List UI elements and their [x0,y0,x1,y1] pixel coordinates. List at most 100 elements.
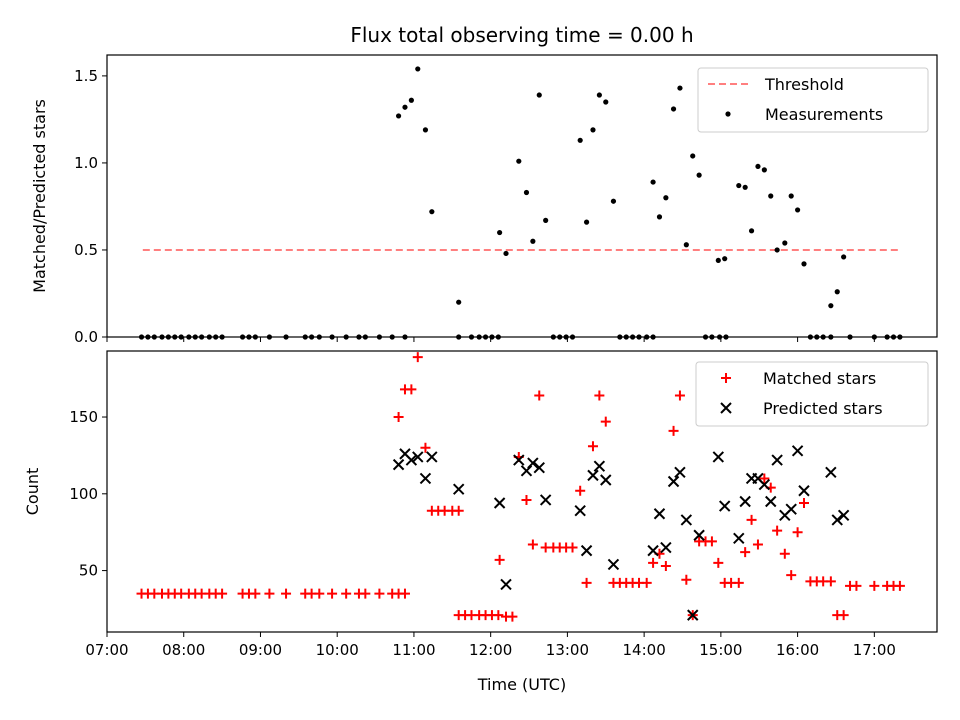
matched-stars-point [420,442,431,453]
matched-stars-point [567,542,578,553]
matched-stars-point [521,494,532,505]
measurements-point [690,153,696,159]
matched-stars-point [507,611,518,622]
x-tick-label: 12:00 [469,641,512,659]
measurements-point [742,184,748,190]
measurements-point [656,214,663,220]
predicted-stars-point [680,514,693,526]
x-tick-label: 17:00 [853,641,896,659]
y-tick-label: 150 [69,408,98,426]
matched-stars-point [772,525,783,536]
measurements-point [834,289,840,295]
matched-stars-point [281,588,292,599]
ratio-panel: 0.0 0.5 1.0 1.5 Matched/Predicted stars Thr… [30,54,938,346]
predicted-stars-point [674,466,686,479]
matched-stars-point [399,588,410,599]
count-panel-marks [136,352,905,622]
ratio-panel-ylabel: Matched/Predicted stars [30,99,49,293]
predicted-stars-point [392,458,405,471]
measurements-point [497,229,503,236]
measurements-point [603,99,609,105]
predicted-stars-point [771,454,783,466]
matched-stars-point [792,527,803,538]
matched-stars-point [264,588,275,599]
predicted-stars-point [513,454,525,466]
count-panel-axes: 07:00 08:00 09:00 10:00 11:00 12:00 13:00 14:00… [69,408,896,659]
matched-stars-point [759,473,770,484]
predicted-stars-point [667,475,680,488]
predicted-stars-point [837,509,850,522]
predicted-stars-point [758,478,771,491]
matched-stars-point [341,588,352,599]
x-tick-label: 08:00 [162,641,205,659]
matched-stars-point [360,588,371,599]
predicted-stars-point [825,466,837,479]
measurements-point [748,228,755,234]
matched-stars-point [587,441,598,452]
matched-stars-point [786,570,797,581]
y-tick-label: 0.5 [74,241,98,259]
predicted-stars-point [593,460,606,472]
legend-box [695,361,929,427]
measurements-point [596,92,602,98]
predicted-stars-point [500,578,512,591]
matched-stars-point [798,498,809,509]
matched-stars-point [681,574,692,585]
y-tick-label: 100 [69,485,98,503]
x-tick-label: 10:00 [316,641,359,659]
matched-stars-point [869,580,880,591]
x-tick-label: 14:00 [623,641,666,659]
measurements-point [610,198,617,204]
predicted-stars-point [798,485,810,497]
matched-stars-legend-swatch [721,373,731,383]
matched-stars-point [314,588,325,599]
measurements-point [422,127,429,133]
count-panel-frame [106,350,938,633]
measurements-legend-swatch [725,111,731,117]
predicted-stars-point [791,445,804,457]
ratio-panel-axes: 0.0 0.5 1.0 1.5 [74,67,875,346]
matched-stars-point [594,390,605,401]
matched-stars-point [733,577,744,588]
predicted-stars-point [452,483,465,495]
predicted-stars-point [739,495,751,508]
measurements-legend-label: Measurements [765,105,883,124]
predicted-stars-legend-label: Predicted stars [763,399,883,418]
count-panel: 07:00 08:00 09:00 10:00 11:00 12:00 13:00 14:00… [23,350,938,694]
matched-stars-point [641,577,652,588]
measurements-point [408,97,414,103]
matched-stars-point [575,485,586,496]
predicted-stars-point [574,504,586,517]
y-tick-label: 1.0 [74,154,98,172]
predicted-stars-point [607,558,620,571]
measurements-point [677,85,683,91]
predicted-stars-point [587,469,599,482]
predicted-stars-point [580,544,593,557]
measurements-point [722,256,728,262]
measurements-point [583,219,590,225]
matched-stars-point [740,547,751,558]
measurements-point [736,182,742,189]
measurements-point [402,104,408,110]
measurements-point [530,238,536,244]
legend-box [697,67,929,133]
predicted-stars-point [412,451,424,463]
y-tick-label: 50 [79,562,98,580]
predicted-stars-point [426,451,438,463]
x-tick-label: 13:00 [546,641,589,659]
measurements-point [429,209,435,215]
matched-stars-point [713,557,724,568]
measurements-point [696,172,702,178]
matched-stars-point [393,412,404,423]
matched-stars-point [660,560,671,571]
matched-stars-point [779,548,790,559]
count-panel-ylabel: Count [23,468,42,516]
count-panel-legend: Matched stars Predicted stars [695,361,929,427]
measurements-point [395,113,402,119]
predicted-stars-point [419,472,432,485]
predicted-stars-point [533,461,545,474]
measurements-point [670,106,677,112]
measurements-point [516,158,522,164]
matched-stars-point [600,416,611,427]
predicted-stars-legend-swatch [720,402,732,414]
